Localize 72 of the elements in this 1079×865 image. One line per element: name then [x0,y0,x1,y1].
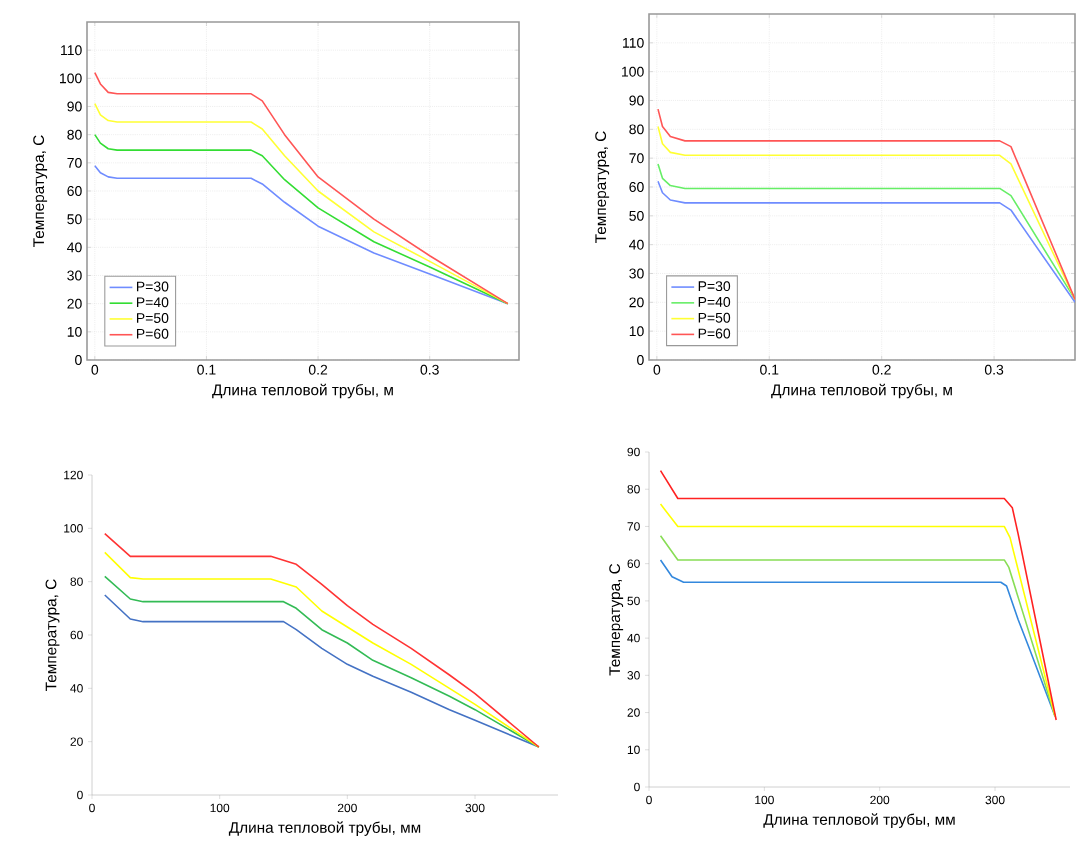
y-tick-label: 110 [623,37,644,48]
y-tick-label: 40 [67,242,82,253]
x-tick-label: 0.1 [197,364,216,375]
y-tick-label: 70 [67,157,82,168]
y-tick-label: 100 [622,66,644,77]
x-tick-label: 0 [89,803,95,813]
y-tick-label: 20 [627,708,640,717]
y-tick-label: 90 [67,101,82,112]
y-tick-label: 80 [67,129,82,140]
y-tick-label: 10 [629,326,644,337]
y-tick-label: 80 [627,484,640,494]
y-tick-label: 50 [627,596,640,606]
x-tick-label: 300 [985,795,1005,805]
y-tick-label: 20 [70,737,83,746]
legend-label: P=40 [136,297,169,308]
y-axis-title: Температура, С [45,579,60,691]
legend-label: P=30 [698,281,731,292]
x-tick-label: 100 [210,803,230,813]
y-tick-label: 30 [67,270,82,281]
legend-label: P=50 [698,312,731,323]
x-axis-title: Длина тепловой трубы, мм [763,813,955,828]
x-axis-title: Длина тепловой трубы, м [771,383,952,399]
legend-label: P=60 [698,328,731,339]
legend-label: P=50 [136,313,169,323]
x-tick-label: 0.2 [308,364,328,375]
y-tick-label: 0 [75,355,82,365]
x-tick-label: 100 [755,795,774,805]
y-tick-label: 60 [70,630,83,640]
y-axis-title: Температура, С [33,135,48,247]
x-tick-label: 0 [653,364,661,375]
x-tick-label: 0.2 [872,364,891,375]
y-tick-label: 70 [629,153,644,164]
y-tick-label: 40 [629,239,644,250]
y-tick-label: 100 [64,524,83,533]
x-tick-label: 0 [646,795,652,805]
y-tick-label: 40 [627,633,640,643]
x-tick-label: 200 [870,795,890,805]
y-tick-label: 60 [67,186,82,196]
y-axis-title: Температура, С [595,131,610,243]
y-tick-label: 90 [627,447,640,457]
y-tick-label: 70 [627,522,640,531]
x-tick-label: 0 [91,364,99,375]
y-tick-label: 50 [629,210,644,221]
y-tick-label: 20 [67,298,82,309]
y-tick-label: 0 [637,355,644,365]
y-tick-label: 90 [629,95,644,106]
y-tick-label: 80 [629,124,644,135]
y-tick-label: 100 [60,73,82,84]
y-tick-label: 0 [634,782,640,792]
y-tick-label: 30 [629,268,644,279]
x-tick-label: 0.1 [760,364,779,375]
y-tick-label: 120 [64,470,83,480]
y-tick-label: 30 [627,671,640,680]
y-axis-title: Температура, С [609,563,624,676]
legend-label: P=60 [136,328,169,339]
y-tick-label: 10 [67,326,82,337]
y-tick-label: 20 [629,297,644,308]
x-tick-label: 300 [465,803,485,813]
y-tick-label: 40 [70,684,83,693]
y-tick-label: 60 [629,182,644,192]
legend-label: P=30 [136,281,169,292]
x-axis-title: Длина тепловой трубы, мм [228,821,421,836]
y-tick-label: 10 [627,745,640,755]
x-tick-label: 0.3 [984,364,1004,375]
y-tick-label: 50 [67,214,82,225]
x-tick-label: 200 [337,803,357,813]
x-axis-title: Длина тепловой трубы, м [212,383,393,399]
y-tick-label: 60 [627,559,640,568]
legend-label: P=40 [698,296,731,307]
x-tick-label: 0.3 [420,364,439,375]
y-tick-label: 80 [70,577,83,586]
y-tick-label: 110 [61,45,82,56]
